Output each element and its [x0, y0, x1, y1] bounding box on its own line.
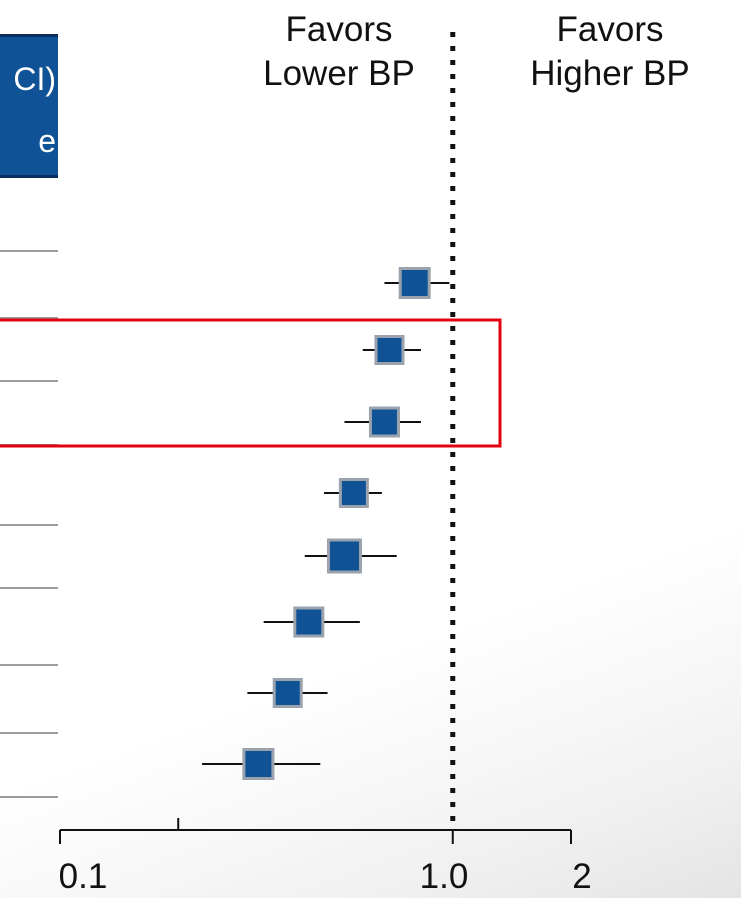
favors-lower-line1: Favors [285, 10, 393, 49]
x-ticks: 0.1 1.0 2 [59, 818, 592, 896]
estimate-marker [398, 267, 431, 299]
forest-row [263, 606, 360, 638]
column-header-box: CI) e [0, 34, 58, 178]
estimate-marker [374, 335, 405, 365]
favors-higher-line1: Favors [556, 10, 664, 49]
x-tick-label: 1.0 [420, 857, 469, 896]
forest-row [202, 748, 321, 780]
forest-row [384, 267, 450, 299]
estimate-marker [242, 748, 275, 780]
forest-row [247, 678, 328, 708]
forest-row [304, 538, 397, 574]
favors-lower-line2: Lower BP [263, 54, 415, 93]
column-header-line1: CI) [13, 61, 56, 97]
forest-row [344, 406, 421, 438]
x-tick-label: 0.1 [59, 857, 108, 896]
favors-lower-label: Favors Lower BP [225, 8, 453, 96]
x-axis: 0.1 1.0 2 [59, 818, 592, 896]
markers [202, 267, 450, 780]
highlight-box [0, 318, 502, 448]
forest-row [362, 335, 421, 365]
estimate-marker [293, 606, 325, 638]
estimate-marker [368, 406, 400, 438]
column-header-line2: e [38, 123, 56, 159]
estimate-marker [338, 478, 369, 508]
estimate-marker [272, 678, 303, 708]
row-dividers [0, 250, 58, 798]
favors-higher-line2: Higher BP [530, 54, 690, 93]
favors-higher-label: Favors Higher BP [490, 8, 730, 96]
x-tick-label: 2 [572, 857, 591, 896]
forest-row [323, 478, 382, 508]
estimate-marker [326, 538, 362, 574]
